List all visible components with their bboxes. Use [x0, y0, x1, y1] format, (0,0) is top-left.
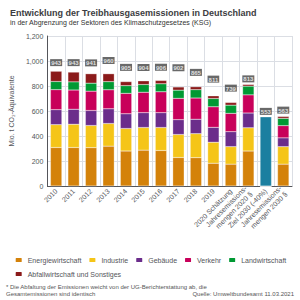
- svg-text:Gebäude: Gebäude: [148, 257, 177, 264]
- svg-text:200: 200: [32, 158, 44, 165]
- svg-text:904: 904: [138, 65, 149, 71]
- svg-text:2020 Schätzung: 2020 Schätzung: [192, 187, 234, 229]
- svg-text:mengen 2030 §: mengen 2030 §: [249, 190, 289, 230]
- svg-text:Jahresemissions-: Jahresemissions-: [239, 184, 283, 229]
- svg-text:553: 553: [261, 109, 272, 115]
- svg-text:2013: 2013: [95, 187, 111, 203]
- svg-text:739: 739: [226, 86, 237, 92]
- svg-text:mengen 2020 §: mengen 2020 §: [214, 190, 254, 230]
- svg-text:2018: 2018: [182, 187, 198, 203]
- svg-text:1,000: 1,000: [26, 58, 44, 65]
- svg-text:2019: 2019: [199, 187, 216, 204]
- svg-text:865: 865: [191, 70, 202, 76]
- svg-text:Gesamtemissionen sind identisc: Gesamtemissionen sind identisch: [6, 291, 95, 297]
- svg-text:Industrie: Industrie: [101, 257, 128, 264]
- svg-text:2011: 2011: [61, 187, 77, 203]
- svg-text:2010: 2010: [43, 187, 59, 203]
- svg-text:800: 800: [32, 83, 44, 90]
- svg-text:2012: 2012: [78, 187, 94, 203]
- svg-text:in der Abgrenzung der Sektoren: in der Abgrenzung der Sektoren des Klima…: [10, 19, 211, 27]
- svg-text:1,200: 1,200: [26, 33, 44, 40]
- svg-text:0: 0: [40, 183, 44, 190]
- svg-text:960: 960: [104, 58, 115, 64]
- svg-text:Mio. t CO₂-Äquivalente: Mio. t CO₂-Äquivalente: [8, 75, 16, 146]
- svg-text:563: 563: [278, 108, 289, 114]
- svg-text:2015: 2015: [130, 187, 146, 203]
- svg-text:Landwirtschaft: Landwirtschaft: [241, 257, 286, 264]
- svg-text:400: 400: [32, 133, 44, 140]
- svg-text:Verkehr: Verkehr: [197, 257, 222, 264]
- svg-text:905: 905: [121, 65, 132, 71]
- svg-text:2017: 2017: [165, 187, 181, 203]
- svg-text:906: 906: [156, 65, 167, 71]
- svg-text:941: 941: [86, 60, 97, 66]
- svg-text:2016: 2016: [148, 187, 164, 203]
- svg-text:Abfallwirtschaft und Sonstiges: Abfallwirtschaft und Sonstiges: [28, 271, 122, 279]
- svg-text:2014: 2014: [113, 187, 129, 203]
- svg-text:943: 943: [69, 60, 80, 66]
- svg-text:* Die Abfaltung der Emissionen: * Die Abfaltung der Emissionen weicht vo…: [6, 284, 207, 290]
- svg-text:813: 813: [243, 76, 254, 82]
- svg-text:Jahresemissions-: Jahresemissions-: [204, 184, 248, 229]
- svg-text:943: 943: [51, 60, 62, 66]
- svg-text:Quelle: Umweltbundesamt 11.03.: Quelle: Umweltbundesamt 11.03.2021: [192, 291, 294, 297]
- svg-text:600: 600: [32, 108, 44, 115]
- svg-text:811: 811: [209, 77, 219, 83]
- svg-text:Energiewirtschaft: Energiewirtschaft: [28, 257, 82, 265]
- svg-text:Ziel 2030 (-40%): Ziel 2030 (-40%): [226, 187, 269, 229]
- svg-text:902: 902: [173, 65, 184, 71]
- svg-text:Entwicklung der Treibhausgasem: Entwicklung der Treibhausgasemissionen i…: [10, 8, 257, 18]
